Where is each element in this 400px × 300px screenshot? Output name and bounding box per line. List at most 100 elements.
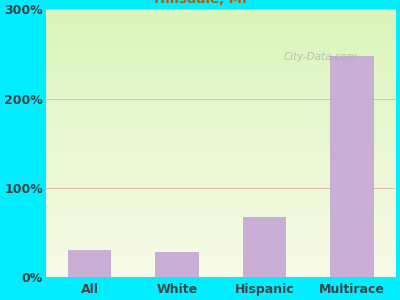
Bar xyxy=(46,119,396,120)
Bar xyxy=(46,79,396,80)
Bar xyxy=(46,112,396,114)
Bar xyxy=(46,52,396,53)
Bar xyxy=(46,131,396,133)
Bar xyxy=(46,39,396,40)
Bar xyxy=(46,220,396,221)
Bar xyxy=(46,182,396,183)
Bar xyxy=(46,136,396,138)
Bar xyxy=(46,264,396,265)
Bar xyxy=(46,40,396,41)
Bar xyxy=(46,212,396,213)
Bar xyxy=(46,19,396,20)
Bar xyxy=(46,29,396,31)
Bar xyxy=(46,181,396,182)
Bar xyxy=(46,106,396,107)
Bar xyxy=(46,80,396,82)
Bar xyxy=(46,120,396,122)
Bar xyxy=(243,217,286,277)
Bar xyxy=(46,240,396,241)
Bar xyxy=(46,218,396,220)
Bar xyxy=(46,271,396,272)
Bar xyxy=(46,236,396,237)
Bar xyxy=(46,36,396,37)
Bar xyxy=(46,244,396,245)
Bar xyxy=(46,135,396,136)
Bar xyxy=(46,9,396,11)
Bar xyxy=(46,33,396,34)
Bar xyxy=(46,206,396,208)
Bar xyxy=(46,268,396,269)
Bar xyxy=(46,116,396,118)
Bar xyxy=(46,114,396,115)
Bar xyxy=(46,237,396,238)
Bar xyxy=(46,189,396,190)
Bar xyxy=(46,16,396,17)
Bar xyxy=(46,225,396,226)
Bar xyxy=(68,250,111,277)
Bar xyxy=(155,252,199,277)
Bar xyxy=(46,145,396,146)
Bar xyxy=(46,60,396,61)
Bar xyxy=(46,21,396,22)
Bar xyxy=(46,133,396,134)
Bar xyxy=(46,230,396,232)
Bar xyxy=(46,273,396,274)
Bar xyxy=(46,64,396,65)
Bar xyxy=(46,242,396,244)
Bar xyxy=(46,71,396,72)
Bar xyxy=(46,157,396,158)
Bar xyxy=(46,20,396,21)
Bar xyxy=(46,126,396,127)
Bar xyxy=(46,148,396,150)
Bar xyxy=(46,146,396,147)
Bar xyxy=(46,185,396,186)
Bar xyxy=(46,87,396,88)
Bar xyxy=(46,55,396,56)
Bar xyxy=(46,210,396,211)
Bar xyxy=(46,249,396,250)
Bar xyxy=(46,274,396,276)
Bar xyxy=(46,67,396,68)
Bar xyxy=(46,14,396,16)
Bar xyxy=(46,232,396,233)
Bar xyxy=(46,56,396,57)
Bar xyxy=(46,48,396,50)
Bar xyxy=(46,209,396,210)
Bar xyxy=(46,248,396,249)
Bar xyxy=(46,51,396,52)
Bar xyxy=(46,34,396,36)
Bar xyxy=(46,155,396,157)
Bar xyxy=(46,262,396,264)
Bar xyxy=(46,176,396,177)
Bar xyxy=(46,213,396,214)
Bar xyxy=(46,193,396,194)
Bar xyxy=(46,61,396,63)
Bar xyxy=(46,98,396,99)
Bar xyxy=(46,110,396,111)
Bar xyxy=(46,150,396,151)
Bar xyxy=(46,65,396,67)
Bar xyxy=(46,253,396,254)
Bar xyxy=(46,74,396,75)
Bar xyxy=(46,31,396,32)
Bar xyxy=(46,103,396,104)
Bar xyxy=(46,265,396,267)
Bar xyxy=(46,63,396,64)
Bar xyxy=(46,272,396,273)
Bar xyxy=(46,221,396,222)
Bar xyxy=(46,254,396,256)
Bar xyxy=(46,27,396,28)
Bar xyxy=(46,84,396,86)
Bar xyxy=(46,12,396,13)
Bar xyxy=(330,56,374,277)
Bar xyxy=(46,102,396,103)
Bar xyxy=(46,259,396,260)
Bar xyxy=(46,170,396,171)
Bar xyxy=(46,208,396,209)
Bar xyxy=(46,257,396,259)
Bar xyxy=(46,96,396,98)
Bar xyxy=(46,177,396,178)
Bar xyxy=(46,122,396,123)
Bar xyxy=(46,50,396,51)
Bar xyxy=(46,276,396,277)
